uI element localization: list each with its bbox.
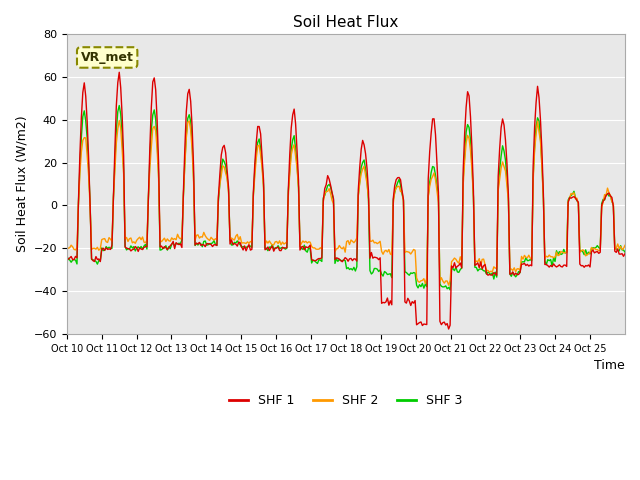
SHF 3 (547, 257, 554, 263)
SHF 3 (446, 287, 454, 293)
SHF 3 (351, 268, 359, 274)
SHF 1 (115, 70, 123, 75)
SHF 1 (82, 93, 90, 99)
SHF 3 (63, 260, 70, 265)
Title: Soil Heat Flux: Soil Heat Flux (293, 15, 399, 30)
SHF 1 (99, 245, 107, 251)
SHF 2 (115, 118, 123, 123)
Line: SHF 2: SHF 2 (67, 120, 625, 285)
SHF 3 (620, 247, 627, 253)
SHF 1 (620, 253, 627, 259)
SHF 2 (63, 247, 70, 252)
SHF 2 (99, 236, 107, 242)
SHF 1 (464, 89, 472, 95)
SHF 2 (547, 254, 554, 260)
SHF 2 (464, 132, 472, 138)
SHF 1 (351, 256, 359, 262)
SHF 2 (620, 246, 627, 252)
SHF 3 (115, 103, 123, 108)
Y-axis label: Soil Heat Flux (W/m2): Soil Heat Flux (W/m2) (15, 116, 28, 252)
SHF 3 (464, 121, 472, 127)
Legend: SHF 1, SHF 2, SHF 3: SHF 1, SHF 2, SHF 3 (225, 389, 467, 412)
SHF 3 (99, 248, 107, 253)
SHF 3 (82, 118, 90, 124)
SHF 2 (621, 242, 629, 248)
SHF 1 (547, 263, 554, 268)
SHF 2 (82, 135, 90, 141)
Line: SHF 1: SHF 1 (67, 72, 625, 329)
SHF 1 (621, 251, 629, 256)
X-axis label: Time: Time (595, 360, 625, 372)
SHF 1 (445, 326, 452, 332)
SHF 1 (63, 255, 70, 261)
Line: SHF 3: SHF 3 (67, 106, 625, 290)
SHF 2 (445, 282, 452, 288)
Text: VR_met: VR_met (81, 51, 134, 64)
SHF 2 (351, 238, 359, 244)
SHF 3 (621, 249, 629, 255)
